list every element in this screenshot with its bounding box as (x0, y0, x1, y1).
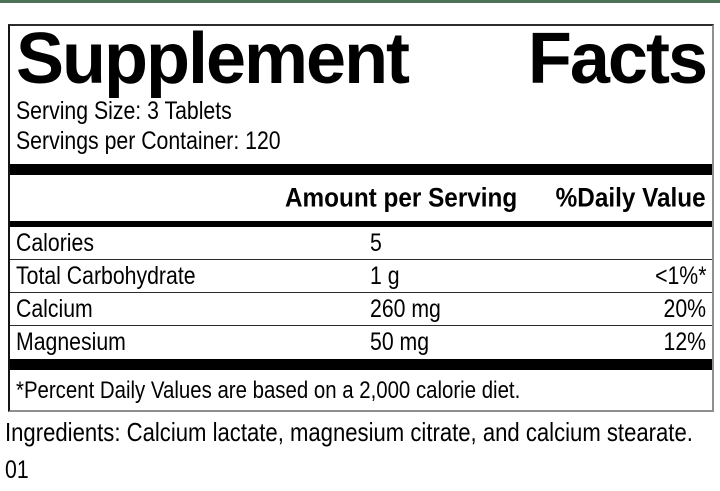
nutrient-amount-text: 50 mg (370, 328, 430, 356)
thick-divider-top (10, 164, 712, 175)
table-row: Calories 5 (10, 227, 712, 260)
footnote: *Percent Daily Values are based on a 2,0… (10, 370, 712, 410)
servings-per-container-text: Servings per Container: 120 (16, 127, 281, 155)
table-row: Total Carbohydrate 1 g <1%* (10, 260, 712, 293)
thick-divider-bottom (10, 359, 712, 370)
nutrient-amount: 50 mg (370, 326, 439, 358)
nutrient-daily-value-text: <1%* (654, 262, 706, 290)
daily-value-header-text: %Daily Value (556, 182, 706, 213)
ingredients-text: Ingredients: Calcium lactate, magnesium … (5, 417, 693, 447)
nutrient-amount-text: 1 g (370, 262, 400, 290)
nutrient-daily-value: <1%* (646, 260, 706, 292)
supplement-facts-title: Supplement Facts (10, 19, 712, 99)
nutrient-name: Magnesium (16, 328, 126, 356)
product-code: 01 (5, 455, 33, 485)
title-word-supplement: Supplement (16, 19, 410, 99)
nutrient-amount: 5 (370, 227, 384, 259)
table-row: Magnesium 50 mg 12% (10, 326, 712, 359)
column-header-row: Amount per Serving %Daily Value (10, 175, 712, 221)
nutrient-daily-value-text: 12% (663, 328, 706, 356)
amount-per-serving-header: Amount per Serving (285, 183, 543, 214)
amount-per-serving-header-text: Amount per Serving (285, 182, 518, 213)
nutrient-name: Calories (16, 229, 94, 257)
nutrient-amount: 260 mg (370, 293, 453, 325)
nutrient-amount: 1 g (370, 260, 405, 292)
product-code-text: 01 (5, 456, 29, 484)
nutrient-daily-value: 20% (656, 293, 706, 325)
divider-below-header (10, 221, 712, 227)
ingredients-line: Ingredients: Calcium lactate, magnesium … (5, 417, 720, 447)
daily-value-header: %Daily Value (539, 183, 706, 214)
servings-per-container-line: Servings per Container: 120 (10, 126, 712, 156)
serving-size-text: Serving Size: 3 Tablets (16, 97, 232, 125)
top-accent-bar (0, 0, 720, 3)
footnote-text: *Percent Daily Values are based on a 2,0… (16, 377, 521, 404)
title-word-facts: Facts (527, 19, 708, 99)
nutrient-amount-text: 260 mg (370, 295, 441, 323)
serving-size-line: Serving Size: 3 Tablets (10, 96, 712, 126)
nutrient-name: Total Carbohydrate (16, 262, 196, 290)
supplement-facts-label-box: Supplement Facts Serving Size: 3 Tablets… (8, 19, 714, 412)
nutrient-amount-text: 5 (370, 229, 382, 257)
table-row: Calcium 260 mg 20% (10, 293, 712, 326)
nutrient-daily-value-text: 20% (663, 295, 706, 323)
nutrient-name: Calcium (16, 295, 93, 323)
nutrient-daily-value: 12% (656, 326, 706, 358)
